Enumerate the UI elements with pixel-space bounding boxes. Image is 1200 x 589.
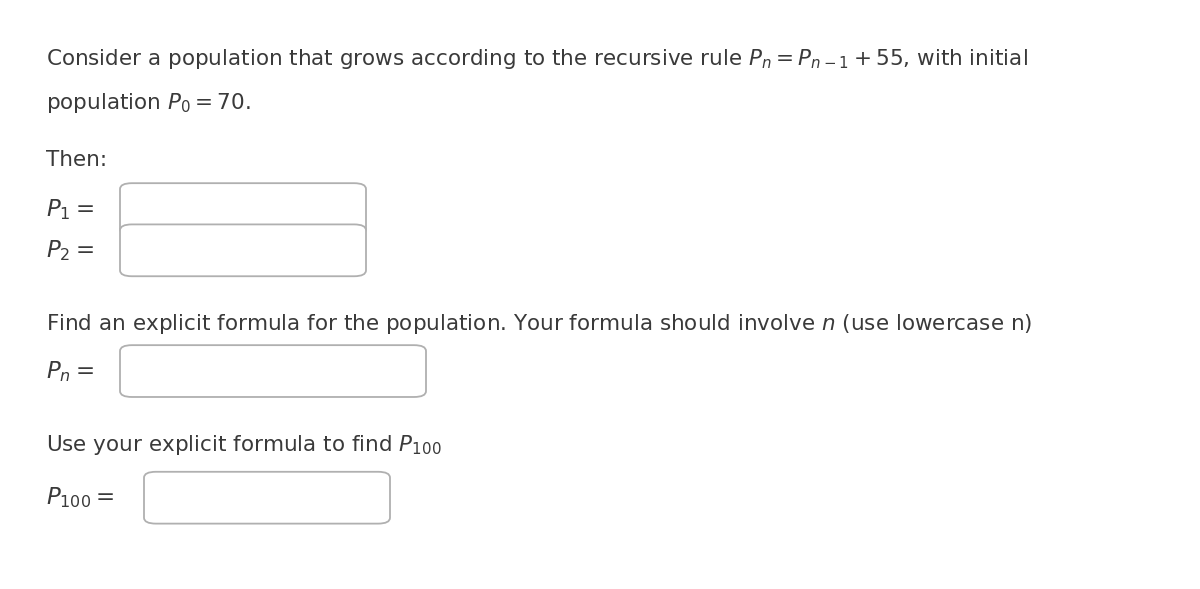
Text: Consider a population that grows according to the recursive rule $P_n = P_{n-1} : Consider a population that grows accordi… [46, 47, 1027, 71]
Text: Then:: Then: [46, 150, 107, 170]
Text: population $P_0 = 70$.: population $P_0 = 70$. [46, 91, 251, 115]
Text: $P_{100} =$: $P_{100} =$ [46, 485, 114, 510]
FancyBboxPatch shape [120, 224, 366, 276]
FancyBboxPatch shape [144, 472, 390, 524]
Text: $P_1 =$: $P_1 =$ [46, 197, 94, 221]
FancyBboxPatch shape [120, 183, 366, 235]
Text: $P_2 =$: $P_2 =$ [46, 238, 94, 263]
FancyBboxPatch shape [120, 345, 426, 397]
Text: Find an explicit formula for the population. Your formula should involve $n$ (us: Find an explicit formula for the populat… [46, 312, 1032, 336]
Text: $P_n =$: $P_n =$ [46, 359, 94, 383]
Text: Use your explicit formula to find $P_{100}$: Use your explicit formula to find $P_{10… [46, 433, 442, 457]
